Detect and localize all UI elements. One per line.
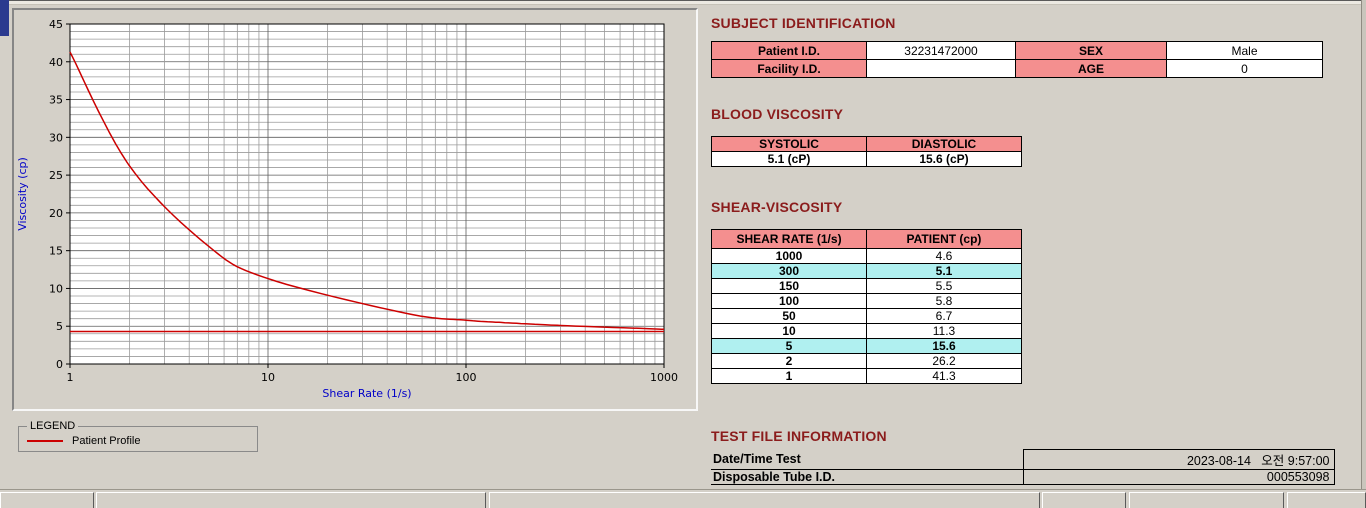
svg-text:100: 100 [456,371,477,384]
svg-text:25: 25 [49,169,63,182]
shear-rate-cell: 1 [711,368,867,384]
bottom-button[interactable] [489,492,1040,508]
shear-row: 2 26.2 [711,353,1022,369]
subject-identification-table: Patient I.D. 32231472000 SEX Male Facili… [711,41,1323,78]
shear-row: 1000 4.6 [711,248,1022,264]
age-label: AGE [1015,59,1167,78]
svg-text:30: 30 [49,131,63,144]
bottom-toolbar [0,489,1366,508]
section-title-shear-viscosity: SHEAR-VISCOSITY [711,199,843,215]
patient-viscosity-cell: 5.1 [866,263,1022,279]
shear-viscosity-table: SHEAR RATE (1/s) PATIENT (cp) 1000 4.6 300… [711,229,1022,384]
shear-row: 300 5.1 [711,263,1022,279]
svg-text:Shear Rate (1/s): Shear Rate (1/s) [322,387,411,400]
chart-legend: LEGEND Patient Profile [18,420,258,452]
svg-text:Viscosity (cp): Viscosity (cp) [16,157,29,231]
patient-cp-header: PATIENT (cp) [866,229,1022,249]
patient-viscosity-cell: 5.5 [866,278,1022,294]
svg-text:10: 10 [261,371,275,384]
disposable-tube-id-label: Disposable Tube I.D. [711,469,1023,485]
bottom-button[interactable] [96,492,486,508]
shear-header-row: SHEAR RATE (1/s) PATIENT (cp) [711,229,1022,249]
patient-viscosity-cell: 26.2 [866,353,1022,369]
systolic-header: SYSTOLIC [711,136,867,152]
patient-viscosity-cell: 4.6 [866,248,1022,264]
subject-row-2: Facility I.D. AGE 0 [711,59,1323,78]
shear-rate-cell: 1000 [711,248,867,264]
svg-text:10: 10 [49,282,63,295]
shear-row: 5 15.6 [711,338,1022,354]
shear-rate-cell: 100 [711,293,867,309]
shear-rate-header: SHEAR RATE (1/s) [711,229,867,249]
svg-text:40: 40 [49,56,63,69]
legend-item: Patient Profile [27,435,249,447]
shear-row: 50 6.7 [711,308,1022,324]
blood-value-row: 5.1 (cP) 15.6 (cP) [711,151,1022,167]
date-time-test-value: 2023-08-14 오전 9:57:00 [1022,449,1335,470]
test-file-row-date: Date/Time Test 2023-08-14 오전 9:57:00 [711,449,1335,470]
facility-id-value [866,59,1016,78]
viscosity-chart: 0 5 10 15 20 25 30 35 40 45 1 10 100 1000 Shear Rate (… [16,18,678,400]
bottom-button[interactable] [1129,492,1284,508]
svg-text:45: 45 [49,18,63,31]
patient-id-value: 32231472000 [866,41,1016,60]
shear-rate-cell: 10 [711,323,867,339]
blood-header-row: SYSTOLIC DIASTOLIC [711,136,1022,152]
viscosity-chart-panel: 0 5 10 15 20 25 30 35 40 45 1 10 100 1000 Shear Rate (… [12,8,698,411]
legend-item-label: Patient Profile [72,435,141,447]
shear-rate-cell: 150 [711,278,867,294]
patient-id-label: Patient I.D. [711,41,867,60]
patient-viscosity-cell: 41.3 [866,368,1022,384]
svg-text:1: 1 [67,371,74,384]
svg-text:1000: 1000 [650,371,678,384]
shear-rate-cell: 5 [711,338,867,354]
date-time-test-label: Date/Time Test [711,449,1023,470]
svg-text:5: 5 [56,320,63,333]
diastolic-value: 15.6 (cP) [866,151,1022,167]
window-top-edge [0,0,1366,5]
bottom-button[interactable] [1287,492,1366,508]
blood-viscosity-table: SYSTOLIC DIASTOLIC 5.1 (cP) 15.6 (cP) [711,136,1022,167]
test-file-information-table: Date/Time Test 2023-08-14 오전 9:57:00 Dis… [711,449,1335,485]
shear-table-body: 1000 4.6 300 5.1 150 5.5 100 5.8 50 6.7 10 11.3 5 15.… [711,248,1022,384]
patient-viscosity-cell: 11.3 [866,323,1022,339]
sex-value: Male [1166,41,1323,60]
legend-title: LEGEND [30,420,76,432]
shear-row: 10 11.3 [711,323,1022,339]
shear-rate-cell: 2 [711,353,867,369]
svg-text:15: 15 [49,245,63,258]
svg-text:35: 35 [49,94,63,107]
patient-viscosity-cell: 15.6 [866,338,1022,354]
shear-row: 100 5.8 [711,293,1022,309]
shear-row: 1 41.3 [711,368,1022,384]
window-right-edge [1361,0,1366,508]
nav-corner-fragment [0,0,9,36]
sex-label: SEX [1015,41,1167,60]
age-value: 0 [1166,59,1323,78]
shear-rate-cell: 50 [711,308,867,324]
test-file-row-tube: Disposable Tube I.D. 000553098 [711,469,1335,485]
legend-line-sample [27,440,63,442]
svg-text:20: 20 [49,207,63,220]
facility-id-label: Facility I.D. [711,59,867,78]
bottom-button[interactable] [1042,492,1126,508]
disposable-tube-id-value: 000553098 [1022,469,1335,485]
shear-row: 150 5.5 [711,278,1022,294]
systolic-value: 5.1 (cP) [711,151,867,167]
subject-row-1: Patient I.D. 32231472000 SEX Male [711,41,1323,60]
diastolic-header: DIASTOLIC [866,136,1022,152]
section-title-test-file-information: TEST FILE INFORMATION [711,428,887,444]
patient-viscosity-cell: 5.8 [866,293,1022,309]
svg-text:0: 0 [56,358,63,371]
shear-rate-cell: 300 [711,263,867,279]
patient-viscosity-cell: 6.7 [866,308,1022,324]
section-title-blood-viscosity: BLOOD VISCOSITY [711,106,844,122]
bottom-button[interactable] [0,492,94,508]
section-title-subject-identification: SUBJECT IDENTIFICATION [711,15,896,31]
